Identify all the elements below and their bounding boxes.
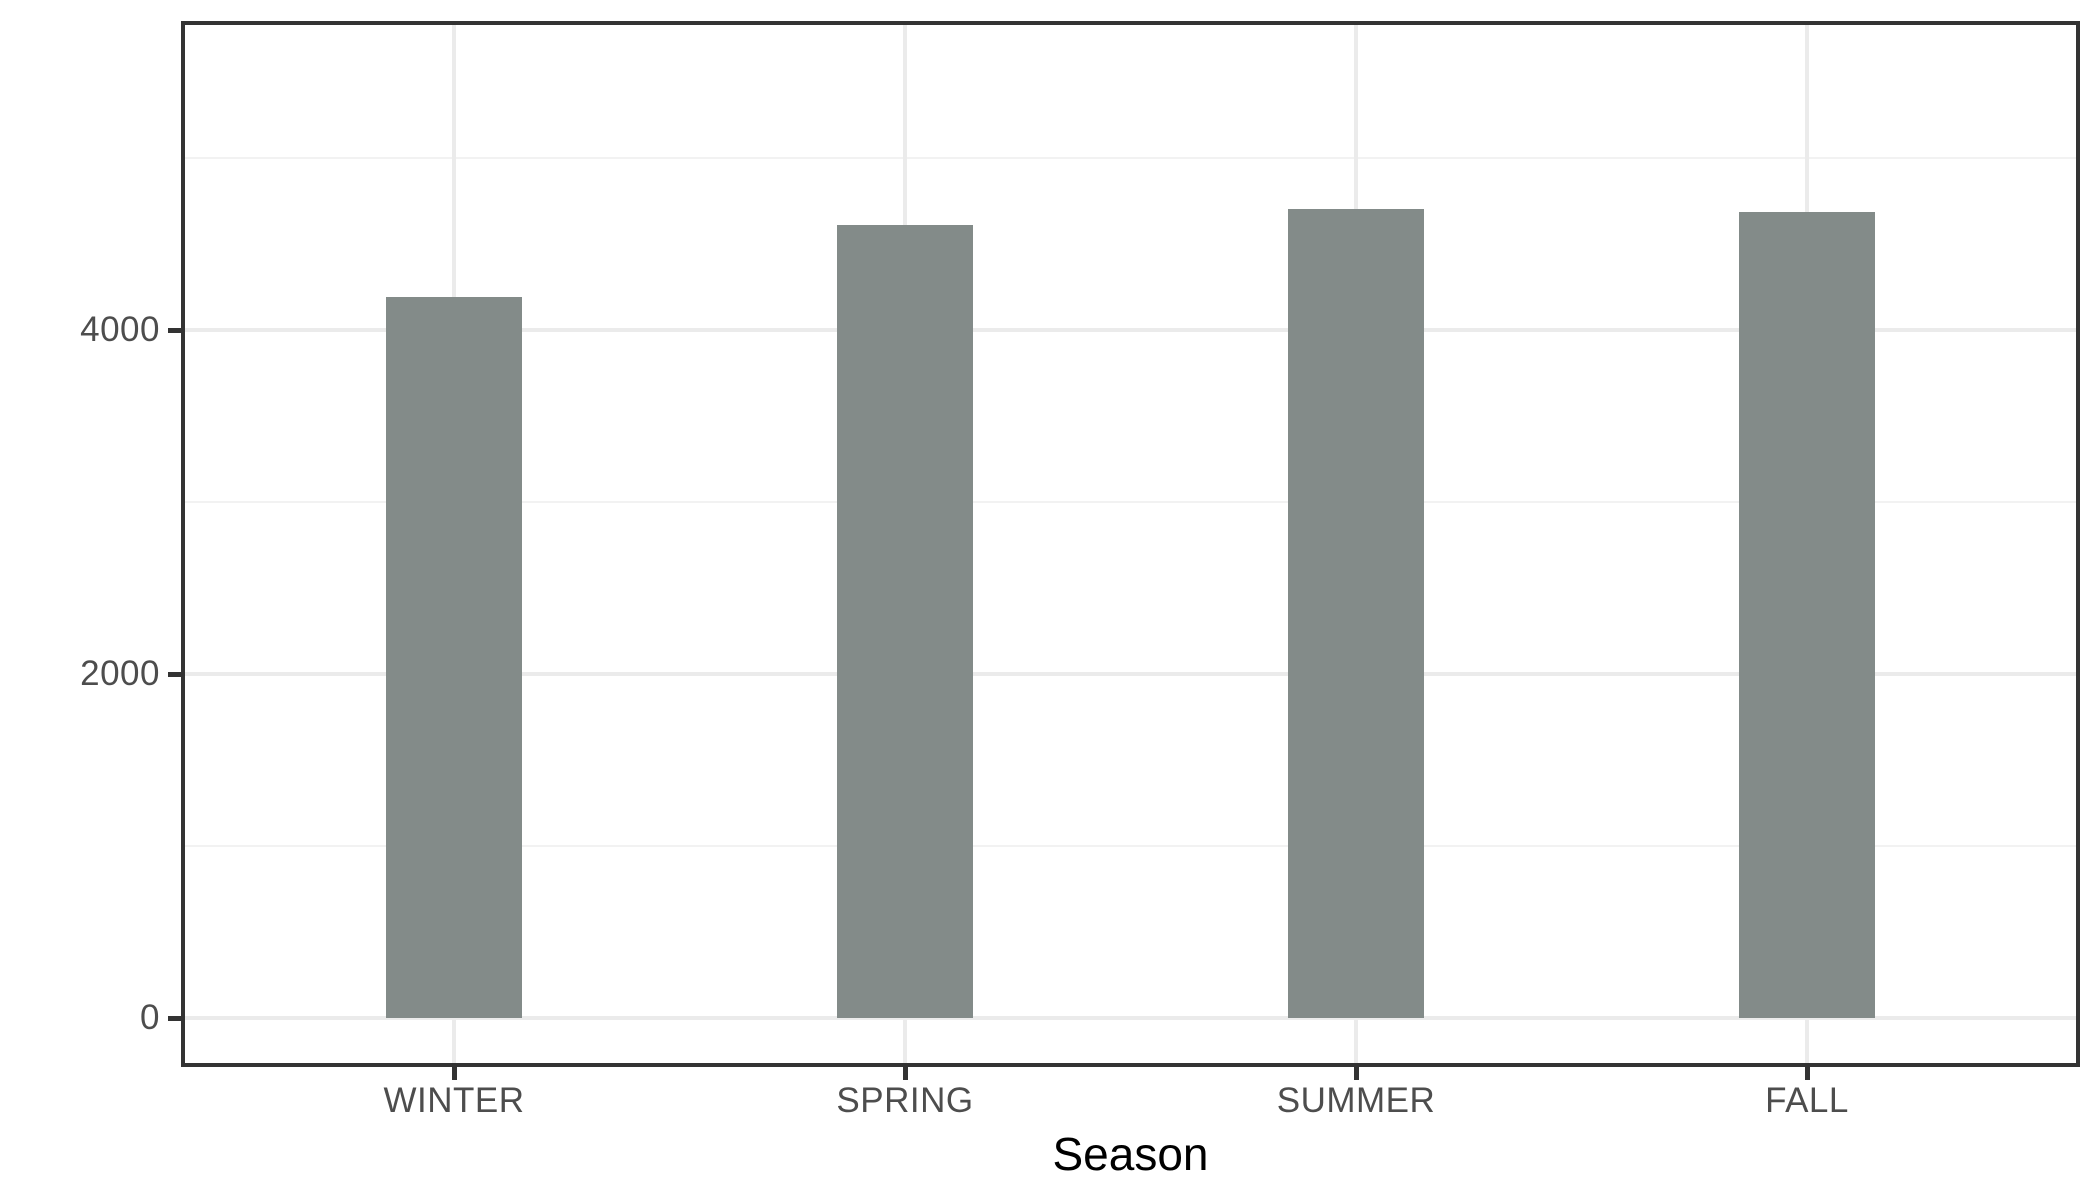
gridline-major-horizontal [183,328,2078,332]
y-axis-tick [168,671,183,677]
y-axis-tick [168,327,183,333]
y-tick-label: 4000 [80,310,160,349]
x-tick-label: SUMMER [1276,1081,1436,1120]
bar-fall [1739,212,1875,1018]
y-axis-tick [168,1015,183,1021]
gridline-minor-horizontal [183,157,2078,159]
gridline-minor-horizontal [183,845,2078,847]
bar-summer [1288,208,1424,1018]
x-tick-label: WINTER [383,1081,525,1120]
x-tick-label: SPRING [836,1081,974,1120]
y-tick-label: 2000 [80,654,160,693]
bar-winter [386,297,522,1018]
gridline-major-horizontal [183,1016,2078,1020]
x-axis-tick [1804,1065,1810,1080]
x-axis-tick [1353,1065,1359,1080]
gridline-major-horizontal [183,672,2078,676]
bar-spring [837,225,973,1018]
y-tick-label: 0 [140,998,160,1037]
x-axis-title: Season [1052,1128,1209,1180]
gridline-minor-horizontal [183,501,2078,503]
x-tick-label: FALL [1765,1081,1849,1120]
x-axis-tick [902,1065,908,1080]
x-axis-tick [451,1065,457,1080]
